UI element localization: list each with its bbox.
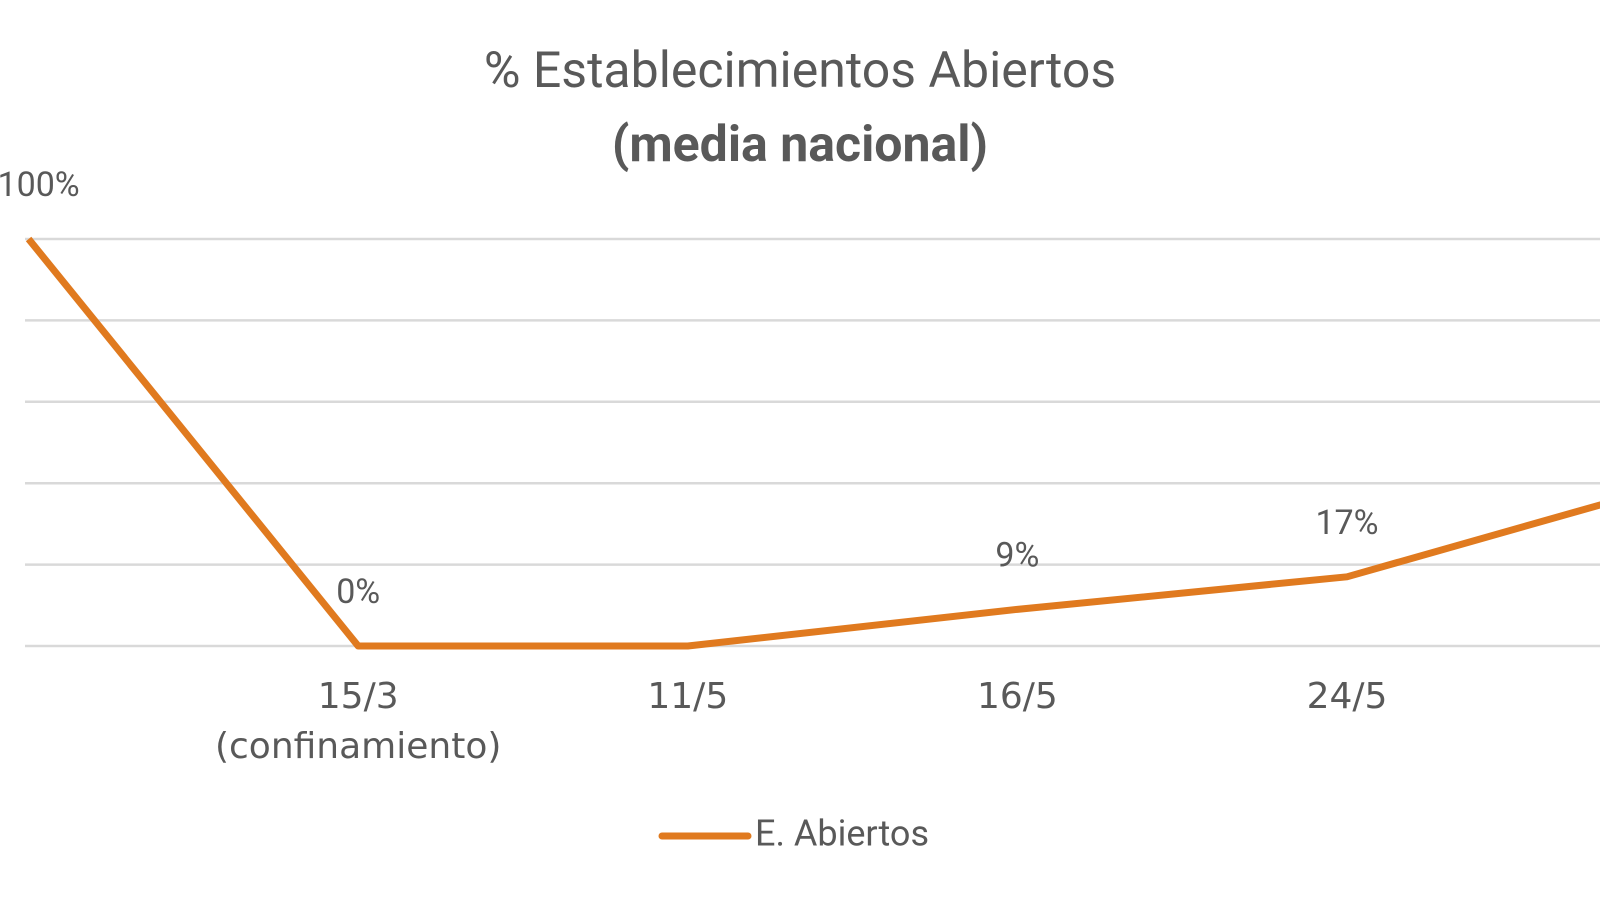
data-label: 100% xyxy=(0,165,80,205)
data-label: 17% xyxy=(1315,503,1378,543)
x-tick-label: 24/5 xyxy=(1306,676,1388,717)
x-tick-label: 16/5 xyxy=(976,676,1058,717)
data-label: 0% xyxy=(336,572,380,612)
data-label: 9% xyxy=(995,535,1039,575)
x-tick-label: 15/3 (confinamiento) xyxy=(214,676,502,767)
chart-subtitle: (media nacional) xyxy=(612,116,988,174)
legend-label: E. Abiertos xyxy=(755,813,929,855)
x-tick-label: 11/5 xyxy=(647,676,729,717)
chart-title: % Establecimientos Abiertos xyxy=(484,42,1116,100)
data-line xyxy=(25,236,1600,650)
